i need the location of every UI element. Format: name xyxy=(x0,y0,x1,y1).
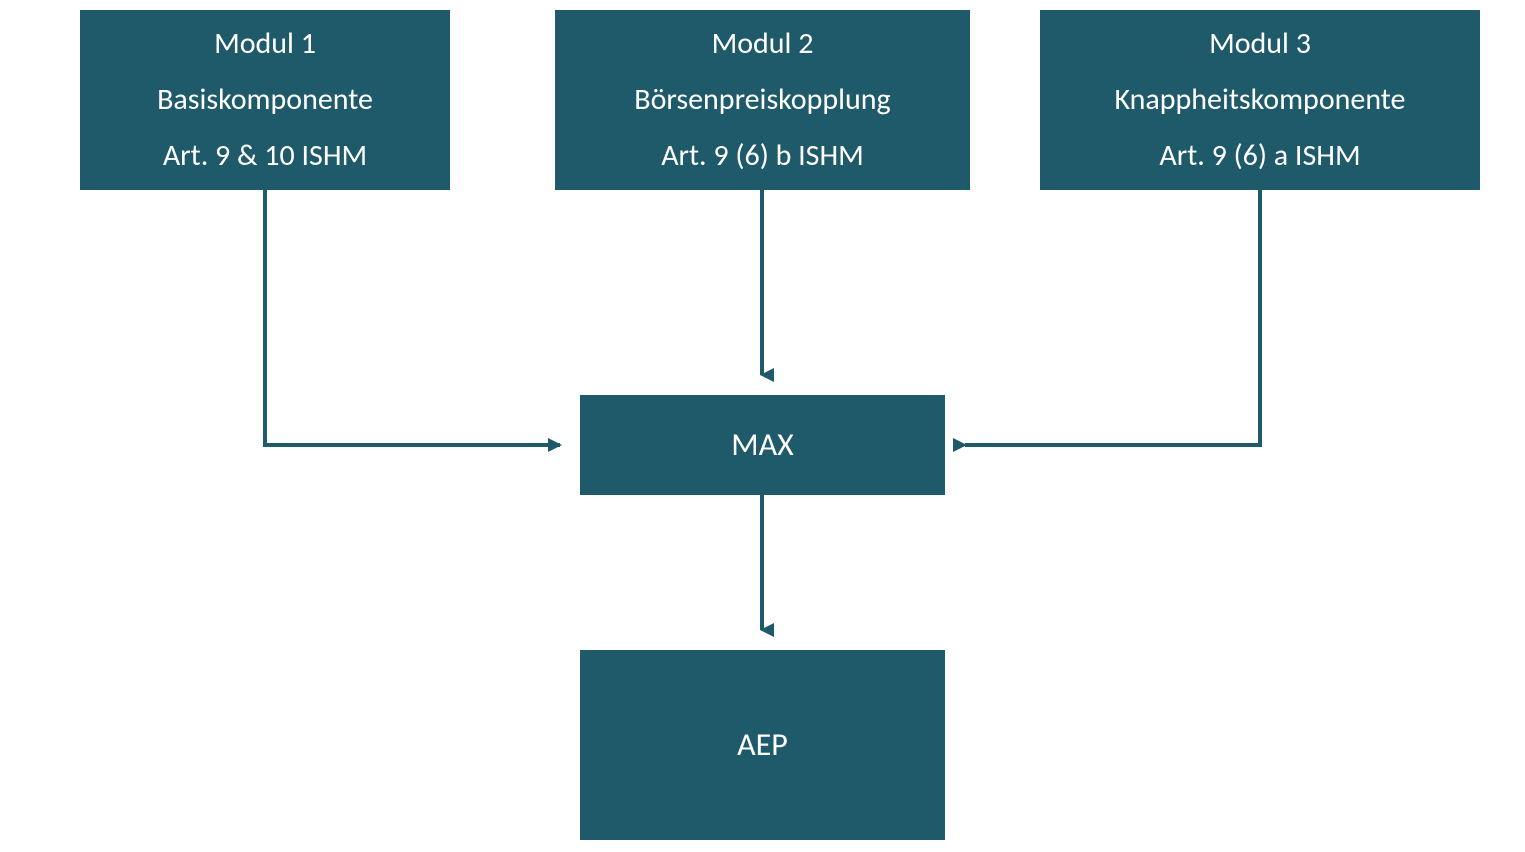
node-modul3-line3: Art. 9 (6) a ISHM xyxy=(1159,128,1360,184)
node-modul1-line2: Basiskomponente xyxy=(157,72,373,128)
node-modul3: Modul 3 Knappheitskomponente Art. 9 (6) … xyxy=(1040,10,1480,190)
node-modul1: Modul 1 Basiskomponente Art. 9 & 10 ISHM xyxy=(80,10,450,190)
node-aep-label: AEP xyxy=(737,725,788,765)
node-modul1-line3: Art. 9 & 10 ISHM xyxy=(163,128,367,184)
node-modul2: Modul 2 Börsenpreiskopplung Art. 9 (6) b… xyxy=(555,10,970,190)
node-modul1-line1: Modul 1 xyxy=(214,16,316,72)
node-modul3-line1: Modul 3 xyxy=(1209,16,1311,72)
node-modul2-line1: Modul 2 xyxy=(712,16,814,72)
node-modul2-line3: Art. 9 (6) b ISHM xyxy=(661,128,864,184)
diagram-canvas: Modul 1 Basiskomponente Art. 9 & 10 ISHM… xyxy=(0,0,1525,852)
node-modul3-line2: Knappheitskomponente xyxy=(1115,72,1406,128)
node-modul2-line2: Börsenpreiskopplung xyxy=(634,72,890,128)
node-max: MAX xyxy=(580,395,945,495)
node-aep: AEP xyxy=(580,650,945,840)
node-max-label: MAX xyxy=(731,425,793,465)
